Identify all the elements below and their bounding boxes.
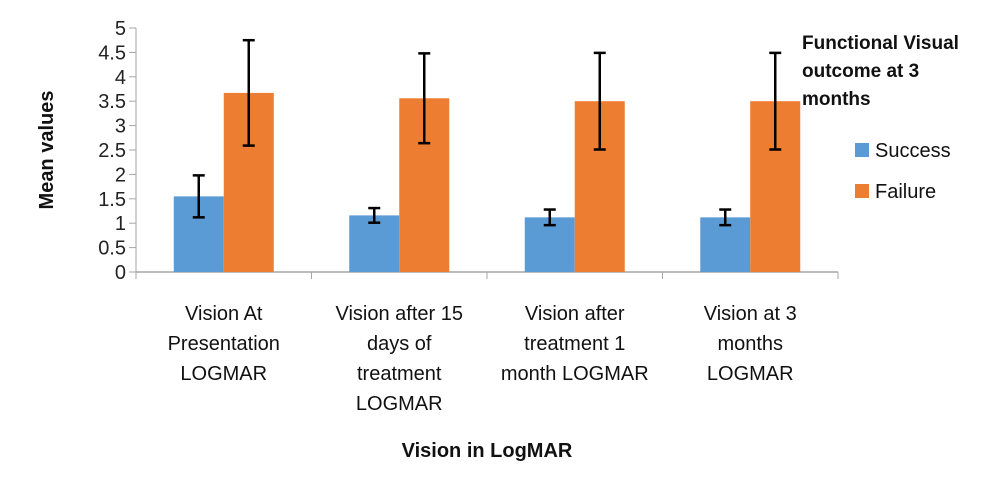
y-tick-label: 0.5 [98,238,126,260]
legend-title: months [802,89,871,110]
y-tick-label: 3 [115,116,126,138]
x-axis-title: Vision in LogMAR [402,440,573,462]
legend-title: Functional Visual [802,33,959,54]
legend-label-failure: Failure [875,181,936,203]
y-tick-label: 2.5 [98,140,126,162]
y-tick-label: 2 [115,164,126,186]
y-tick-label: 1.5 [98,189,126,211]
y-tick-label: 3.5 [98,91,126,113]
bar-success [700,217,751,272]
x-tick-label: days of [367,333,432,355]
x-tick-label: LOGMAR [356,393,443,415]
x-tick-label: Vision after 15 [336,303,464,325]
x-tick-label: LOGMAR [707,363,794,385]
y-tick-label: 0 [115,262,126,284]
bar-success [524,217,575,272]
legend-swatch-success [855,143,869,157]
x-tick-label: month LOGMAR [501,363,649,385]
y-tick-label: 5 [115,18,126,40]
x-tick-label: treatment 1 [524,333,625,355]
y-axis-title: Mean values [36,91,58,210]
x-tick-label: Vision after [525,303,625,325]
bar-success [349,215,400,272]
x-tick-label: Vision At [185,303,263,325]
x-tick-label: treatment [357,363,442,385]
legend-title: outcome at 3 [802,61,919,82]
x-tick-label: Vision at 3 [704,303,797,325]
legend-swatch-failure [855,184,869,198]
legend-label-success: Success [875,140,951,162]
y-tick-label: 1 [115,213,126,235]
x-tick-label: LOGMAR [180,363,267,385]
x-tick-label: Presentation [168,333,280,355]
y-tick-label: 4.5 [98,42,126,64]
x-tick-label: months [717,333,783,355]
y-tick-label: 4 [115,67,126,89]
